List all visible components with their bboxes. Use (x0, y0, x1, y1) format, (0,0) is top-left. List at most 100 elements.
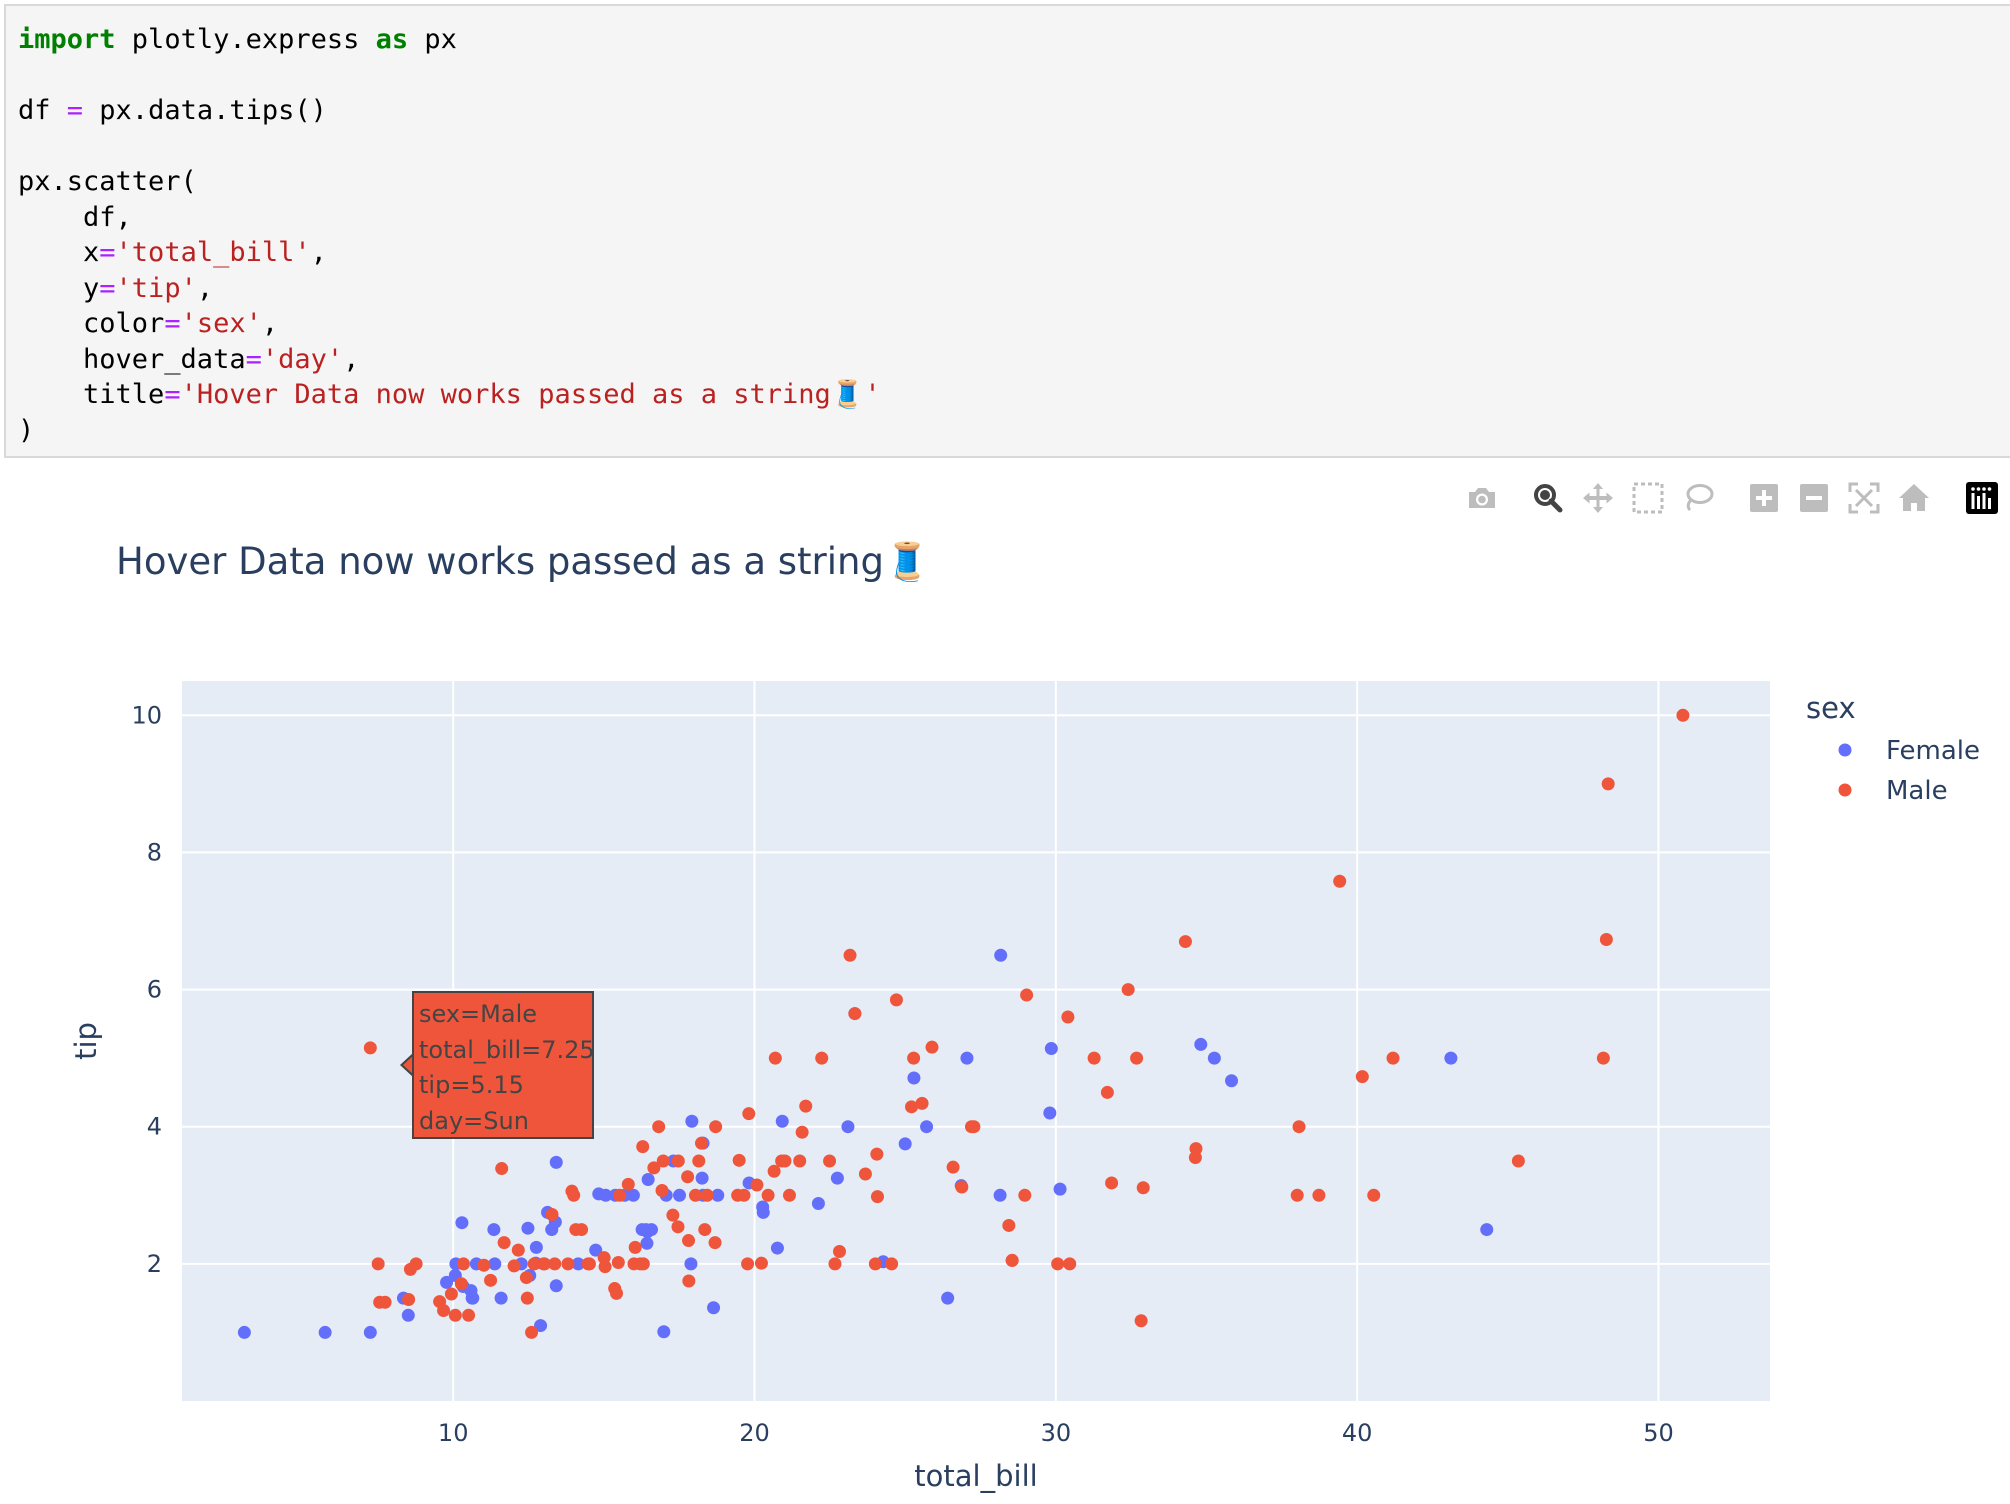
data-point[interactable] (494, 1291, 508, 1305)
data-point[interactable] (487, 1223, 501, 1237)
data-point[interactable] (925, 1040, 939, 1054)
data-point[interactable] (858, 1167, 872, 1181)
data-point[interactable] (1051, 1257, 1065, 1271)
data-point[interactable] (456, 1257, 470, 1271)
data-point[interactable] (549, 1155, 563, 1169)
data-point[interactable] (611, 1255, 625, 1269)
data-point[interactable] (1044, 1042, 1058, 1056)
data-point[interactable] (402, 1293, 416, 1307)
data-point[interactable] (1367, 1188, 1381, 1202)
plotly-logo-button[interactable] (1962, 476, 2002, 520)
data-point[interactable] (688, 1188, 702, 1202)
data-point[interactable] (685, 1114, 699, 1128)
data-point[interactable] (994, 948, 1008, 962)
data-point[interactable] (1121, 983, 1135, 997)
data-point[interactable] (768, 1051, 782, 1065)
data-point[interactable] (907, 1051, 921, 1065)
code-cell[interactable]: import plotly.express as px df = px.data… (4, 4, 2010, 458)
data-point[interactable] (681, 1170, 695, 1184)
data-point[interactable] (1018, 1188, 1032, 1202)
data-point[interactable] (732, 1153, 746, 1167)
data-point[interactable] (1005, 1253, 1019, 1267)
data-point[interactable] (832, 1245, 846, 1259)
reset-axes-button[interactable] (1894, 476, 1934, 520)
data-point[interactable] (1020, 988, 1034, 1002)
data-point[interactable] (754, 1256, 768, 1270)
data-point[interactable] (811, 1197, 825, 1211)
data-point[interactable] (1444, 1051, 1458, 1065)
legend-item-male[interactable]: Male (1838, 776, 1948, 806)
data-point[interactable] (549, 1279, 563, 1293)
data-point[interactable] (495, 1162, 509, 1176)
box-select-button[interactable] (1628, 476, 1668, 520)
data-point[interactable] (898, 1137, 912, 1151)
data-point[interactable] (1134, 1314, 1148, 1328)
autoscale-button[interactable] (1844, 476, 1884, 520)
data-point[interactable] (782, 1188, 796, 1202)
data-point[interactable] (885, 1257, 899, 1271)
data-point[interactable] (775, 1114, 789, 1128)
data-point[interactable] (636, 1140, 650, 1154)
data-point[interactable] (636, 1257, 650, 1271)
data-point[interactable] (1061, 1010, 1075, 1024)
data-point[interactable] (694, 1136, 708, 1150)
data-point[interactable] (967, 1120, 981, 1134)
data-point[interactable] (843, 948, 857, 962)
lasso-select-button[interactable] (1678, 476, 1718, 520)
data-point[interactable] (520, 1291, 534, 1305)
data-point[interactable] (466, 1291, 480, 1305)
data-point[interactable] (1136, 1181, 1150, 1195)
data-point[interactable] (756, 1205, 770, 1219)
data-point[interactable] (700, 1188, 714, 1202)
data-point[interactable] (1130, 1051, 1144, 1065)
data-point[interactable] (742, 1107, 756, 1121)
data-point[interactable] (455, 1216, 469, 1230)
zoom-out-button[interactable] (1794, 476, 1834, 520)
data-point[interactable] (946, 1160, 960, 1174)
data-point[interactable] (363, 1041, 377, 1055)
data-point[interactable] (698, 1223, 712, 1237)
data-point[interactable] (525, 1325, 539, 1339)
data-point[interactable] (656, 1154, 670, 1168)
data-point[interactable] (1100, 1085, 1114, 1099)
data-point[interactable] (1386, 1051, 1400, 1065)
data-point[interactable] (644, 1223, 658, 1237)
data-point[interactable] (761, 1188, 775, 1202)
data-point[interactable] (610, 1286, 624, 1300)
data-point[interactable] (793, 1154, 807, 1168)
data-point[interactable] (237, 1325, 251, 1339)
data-point[interactable] (993, 1188, 1007, 1202)
data-point[interactable] (737, 1188, 751, 1202)
data-point[interactable] (589, 1243, 603, 1257)
download-png-button[interactable] (1462, 476, 1502, 520)
data-point[interactable] (1333, 874, 1347, 888)
data-point[interactable] (682, 1234, 696, 1248)
data-point[interactable] (1207, 1051, 1221, 1065)
data-point[interactable] (497, 1236, 511, 1250)
data-point[interactable] (582, 1257, 596, 1271)
data-point[interactable] (440, 1275, 454, 1289)
data-point[interactable] (1043, 1106, 1057, 1120)
data-point[interactable] (671, 1220, 685, 1234)
data-point[interactable] (1105, 1176, 1119, 1190)
data-point[interactable] (828, 1257, 842, 1271)
data-point[interactable] (628, 1240, 642, 1254)
data-point[interactable] (454, 1277, 468, 1291)
data-point[interactable] (741, 1257, 755, 1271)
data-point[interactable] (707, 1301, 721, 1315)
data-point[interactable] (371, 1257, 385, 1271)
data-point[interactable] (848, 1007, 862, 1021)
data-point[interactable] (599, 1188, 613, 1202)
data-point[interactable] (778, 1154, 792, 1168)
data-point[interactable] (830, 1171, 844, 1185)
data-point[interactable] (437, 1303, 451, 1317)
data-point[interactable] (657, 1325, 671, 1339)
data-point[interactable] (941, 1291, 955, 1305)
data-point[interactable] (1601, 777, 1615, 791)
data-point[interactable] (955, 1180, 969, 1194)
data-point[interactable] (507, 1259, 521, 1273)
data-point[interactable] (567, 1188, 581, 1202)
data-point[interactable] (1178, 935, 1192, 949)
data-point[interactable] (448, 1308, 462, 1322)
